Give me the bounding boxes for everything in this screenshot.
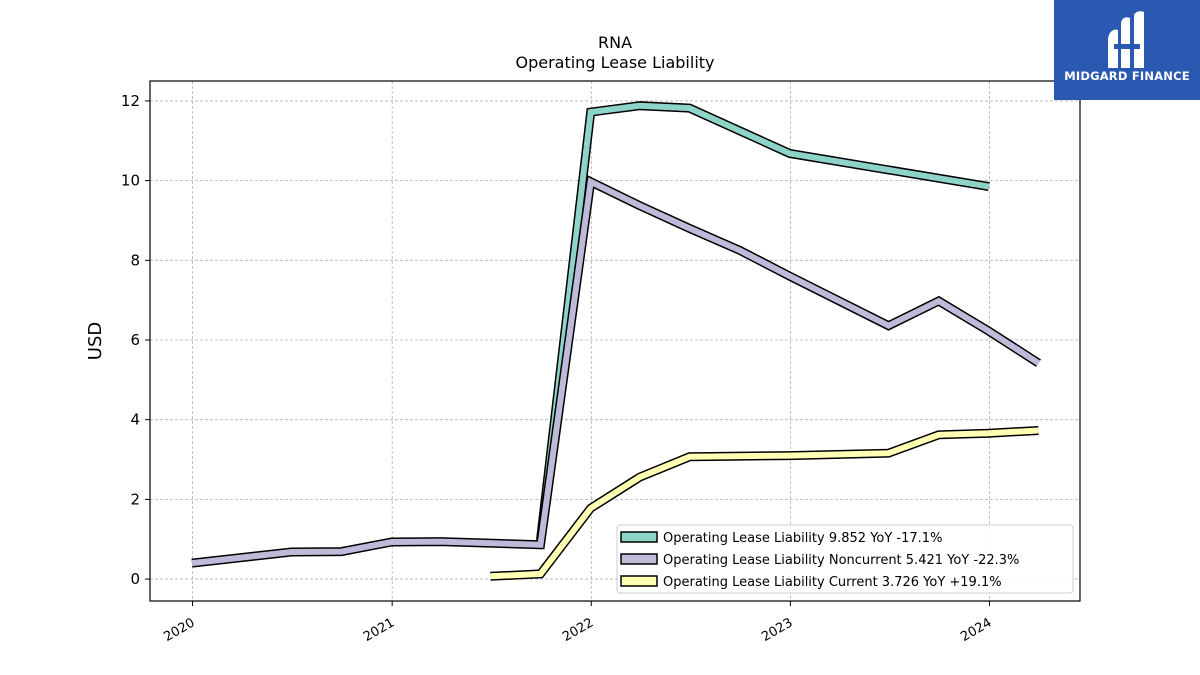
chart-title: RNA xyxy=(598,33,632,52)
y-tick-label: 8 xyxy=(130,251,140,269)
y-axis-label: USD xyxy=(85,322,106,360)
y-tick-label: 12 xyxy=(121,92,140,110)
y-tick-label: 6 xyxy=(130,331,140,349)
x-tick-label: 2024 xyxy=(958,615,994,645)
series-line-outline xyxy=(536,101,990,541)
series-3 xyxy=(490,426,1039,581)
brand-logo: MIDGARD FINANCE xyxy=(1054,0,1200,100)
legend: Operating Lease Liability 9.852 YoY -17.… xyxy=(616,524,1074,594)
midgard-logo-icon xyxy=(1108,11,1144,69)
series-2 xyxy=(191,175,1041,568)
legend-swatch xyxy=(620,531,658,543)
plot-frame xyxy=(149,80,1081,602)
series-line xyxy=(191,177,1041,567)
grid-lines xyxy=(150,81,1080,601)
x-tick-label: 2022 xyxy=(560,615,596,645)
series-1 xyxy=(536,101,990,541)
x-tick-label: 2020 xyxy=(161,615,197,645)
series-line-outline xyxy=(191,175,1041,568)
series-layer xyxy=(191,101,1041,581)
y-tick-label: 10 xyxy=(121,172,140,190)
chart-subtitle: Operating Lease Liability xyxy=(515,53,714,72)
y-tick-label: 4 xyxy=(130,411,140,429)
legend-swatch xyxy=(620,575,658,587)
y-tick-label: 2 xyxy=(130,490,140,508)
legend-label: Operating Lease Liability 9.852 YoY -17.… xyxy=(663,531,942,546)
x-tick-label: 2021 xyxy=(361,615,397,645)
series-line xyxy=(537,102,990,541)
legend-swatch xyxy=(620,553,658,565)
brand-name: MIDGARD FINANCE xyxy=(1064,69,1190,83)
legend-box xyxy=(616,524,1074,594)
series-line xyxy=(490,427,1039,580)
legend-label: Operating Lease Liability Noncurrent 5.4… xyxy=(663,553,1019,568)
y-tick-label: 0 xyxy=(130,570,140,588)
legend-label: Operating Lease Liability Current 3.726 … xyxy=(663,575,1002,590)
x-tick-label: 2023 xyxy=(759,615,795,645)
